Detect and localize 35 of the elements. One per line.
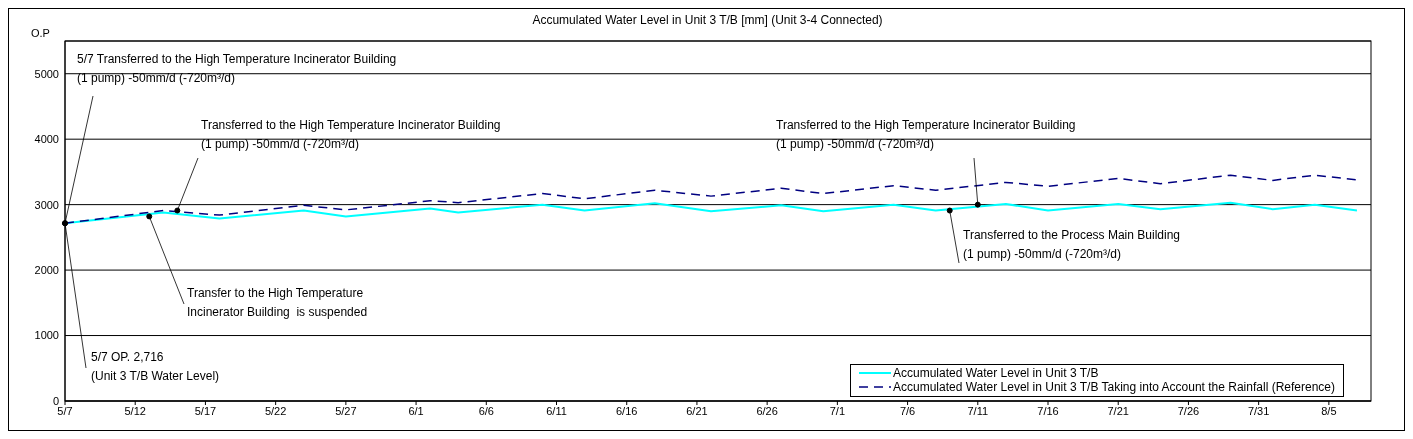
- annotation: Transferred to the Process Main Building (1 pump) -50mm/d (-720m³/d): [963, 228, 1180, 261]
- annotation: Transferred to the High Temperature Incinerator Building (1 pump) -50mm/d (-720m³/d): [776, 118, 1076, 151]
- x-tick-label: 5/27: [335, 404, 357, 417]
- x-tick-label: 7/6: [899, 404, 916, 417]
- x-tick-label: 7/11: [967, 404, 989, 417]
- x-tick-label: 7/26: [1177, 404, 1200, 417]
- y-tick-label: 5000: [34, 67, 59, 80]
- annotation: 5/7 Transferred to the High Temperature Incinerator Building (1 pump) -50mm/d (-720m³/d): [77, 52, 397, 85]
- y-tick-label: 2000: [34, 264, 59, 276]
- x-tick-label: 5/17: [194, 404, 217, 417]
- x-tick-label: 5/12: [124, 404, 146, 417]
- legend-label: Accumulated Water Level in Unit 3 T/B: [892, 366, 1099, 380]
- y-tick-label: 4000: [34, 133, 59, 146]
- x-tick-label: 6/11: [546, 404, 567, 417]
- y-tick-label: 1000: [34, 329, 59, 342]
- legend-label: Accumulated Water Level in Unit 3 T/B Taking into Account the Rainfall (Reference): [892, 380, 1335, 394]
- y-tick-label: 0: [52, 394, 59, 407]
- x-tick-label: 5/7: [57, 404, 73, 417]
- annotation: Transfer to the High Temperature Incinerator Building is suspended: [187, 286, 368, 319]
- y-axis-title: O.P: [31, 27, 50, 39]
- x-tick-label: 6/16: [616, 404, 638, 417]
- x-tick-label: 7/1: [829, 404, 846, 417]
- x-tick-label: 5/22: [264, 404, 287, 417]
- x-tick-label: 7/21: [1107, 404, 1129, 417]
- annotation: 5/7 OP. 2,716 (Unit 3 T/B Water Level): [91, 350, 220, 383]
- y-tick-label: 3000: [34, 198, 59, 211]
- x-tick-label: 7/31: [1247, 404, 1270, 417]
- chart-title: Accumulated Water Level in Unit 3 T/B [mm] (Unit 3-4 Connected): [531, 13, 884, 27]
- x-tick-label: 8/5: [1321, 404, 1337, 417]
- x-tick-label: 6/26: [756, 404, 778, 417]
- x-tick-label: 6/21: [686, 404, 708, 417]
- annotation: Transferred to the High Temperature Incinerator Building (1 pump) -50mm/d (-720m³/d): [201, 118, 501, 151]
- x-tick-label: 7/16: [1037, 404, 1059, 417]
- x-tick-label: 6/6: [478, 404, 494, 417]
- x-tick-label: 6/1: [408, 404, 424, 417]
